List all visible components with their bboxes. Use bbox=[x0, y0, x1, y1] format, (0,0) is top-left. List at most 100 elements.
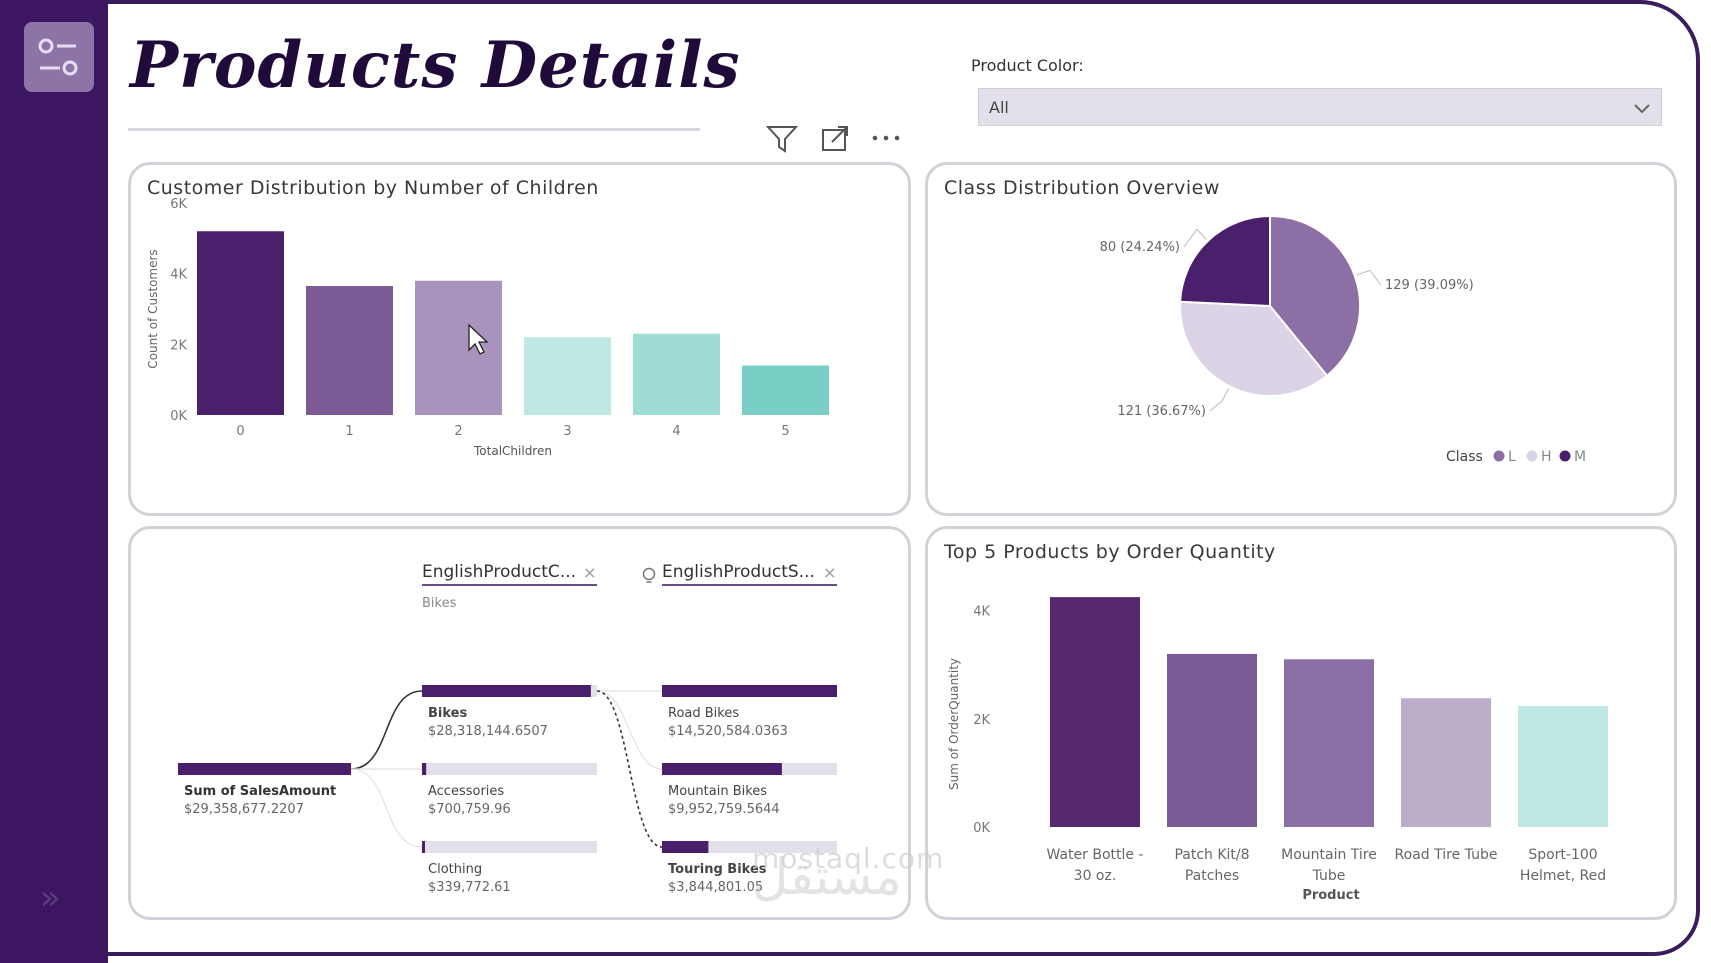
bar[interactable] bbox=[415, 280, 502, 415]
node-bar-track[interactable] bbox=[422, 841, 597, 853]
x-tick-label: 0 bbox=[236, 424, 244, 439]
node-bar-fill[interactable] bbox=[662, 841, 709, 853]
focus-mode-icon[interactable] bbox=[820, 124, 850, 154]
bar[interactable] bbox=[306, 286, 393, 415]
bar[interactable] bbox=[1284, 659, 1374, 827]
y-tick-label: 2K bbox=[170, 338, 187, 353]
level2-header[interactable]: EnglishProductS... bbox=[662, 562, 815, 582]
legend-label[interactable]: L bbox=[1508, 449, 1516, 465]
bar[interactable] bbox=[1401, 698, 1491, 827]
more-options-icon[interactable] bbox=[870, 126, 904, 150]
x-tick-label: Road Tire Tube bbox=[1395, 847, 1498, 863]
root-node-bar[interactable] bbox=[178, 763, 351, 775]
x-tick-label: Water Bottle - bbox=[1047, 847, 1144, 863]
lightbulb-icon bbox=[642, 567, 656, 583]
x-tick-label: Patches bbox=[1185, 868, 1239, 884]
node-value: $28,318,144.6507 bbox=[428, 724, 548, 739]
chart-title: Top 5 Products by Order Quantity bbox=[944, 541, 1276, 563]
data-label: 80 (24.24%) bbox=[1100, 240, 1180, 255]
bar[interactable] bbox=[1050, 597, 1140, 827]
x-tick-label: 30 oz. bbox=[1074, 868, 1117, 884]
root-node-value: $29,358,677.2207 bbox=[184, 802, 304, 817]
legend-marker[interactable] bbox=[1493, 450, 1505, 462]
node-value: $339,772.61 bbox=[428, 880, 511, 895]
x-tick-label: Tube bbox=[1312, 868, 1346, 884]
title-divider bbox=[128, 128, 700, 131]
top-products-bar-chart[interactable]: 0K 2K 4K Sum of OrderQuantity Water Bottle -… bbox=[928, 529, 1674, 917]
slicer-selected-value: All bbox=[989, 98, 1009, 117]
pie-slice[interactable] bbox=[1179, 300, 1329, 397]
watermark: mostaql.com bbox=[752, 842, 945, 875]
y-tick-label: 6K bbox=[170, 197, 187, 212]
top-products-chart-panel[interactable]: Top 5 Products by Order Quantity 0K 2K 4K S… bbox=[925, 526, 1677, 920]
x-tick-label: Sport-100 bbox=[1528, 847, 1597, 863]
root-node-label: Sum of SalesAmount bbox=[184, 784, 336, 799]
decomposition-tree[interactable]: EnglishProductC... × Bikes EnglishProduc… bbox=[131, 529, 908, 917]
report-logo[interactable] bbox=[24, 22, 94, 92]
node-value: $700,759.96 bbox=[428, 802, 511, 817]
bar[interactable] bbox=[1167, 653, 1257, 827]
y-tick-label: 0K bbox=[170, 409, 187, 424]
chevron-down-icon bbox=[1634, 104, 1650, 114]
x-tick-label: 3 bbox=[563, 424, 571, 439]
y-axis-label: Sum of OrderQuantity bbox=[947, 658, 961, 790]
x-tick-label: Mountain Tire bbox=[1281, 847, 1377, 863]
x-tick-label: Patch Kit/8 bbox=[1174, 847, 1249, 863]
children-bar-chart[interactable]: 0K 2K 4K 6K Count of Customers 0 1 2 3 4 5 TotalChi… bbox=[131, 165, 908, 513]
page-title: Products Details bbox=[130, 28, 741, 103]
chevron-right-icon[interactable]: » bbox=[40, 878, 61, 918]
level1-filter: Bikes bbox=[422, 596, 457, 611]
legend-title: Class bbox=[1446, 449, 1483, 465]
slicer-label: Product Color: bbox=[971, 56, 1084, 75]
x-tick-label: 2 bbox=[454, 424, 462, 439]
node-label: Bikes bbox=[428, 706, 467, 721]
node-bar-track[interactable] bbox=[422, 763, 597, 775]
tree-connector bbox=[596, 690, 663, 770]
bar[interactable] bbox=[742, 365, 829, 415]
children-chart-panel[interactable]: Customer Distribution by Number of Child… bbox=[128, 162, 911, 516]
chart-title: Customer Distribution by Number of Child… bbox=[147, 177, 599, 199]
legend-marker[interactable] bbox=[1559, 450, 1571, 462]
node-label: Accessories bbox=[428, 784, 504, 799]
filter-icon[interactable] bbox=[766, 124, 798, 154]
close-icon[interactable]: × bbox=[823, 563, 836, 582]
x-tick-label: Helmet, Red bbox=[1520, 868, 1606, 884]
level1-header[interactable]: EnglishProductC... bbox=[422, 562, 576, 582]
pie-slice[interactable] bbox=[1269, 214, 1361, 378]
node-bar-fill[interactable] bbox=[662, 685, 837, 697]
pie-slice[interactable] bbox=[1179, 214, 1271, 308]
bar[interactable] bbox=[524, 337, 611, 415]
tree-connector bbox=[350, 768, 423, 848]
node-bar-fill[interactable] bbox=[422, 841, 425, 853]
chart-title: Class Distribution Overview bbox=[944, 177, 1220, 199]
bar[interactable] bbox=[197, 231, 284, 415]
node-bar-fill[interactable] bbox=[422, 685, 591, 697]
legend-label[interactable]: H bbox=[1541, 449, 1552, 465]
sidebar: » bbox=[0, 0, 108, 963]
bar[interactable] bbox=[1518, 705, 1608, 827]
decomposition-tree-panel[interactable]: EnglishProductC... × Bikes EnglishProduc… bbox=[128, 526, 911, 920]
legend-marker[interactable] bbox=[1526, 450, 1538, 462]
y-tick-label: 2K bbox=[973, 713, 990, 728]
node-label: Mountain Bikes bbox=[668, 784, 767, 799]
x-tick-label: 5 bbox=[781, 424, 789, 439]
bar[interactable] bbox=[633, 333, 720, 415]
leader-line bbox=[1356, 269, 1382, 286]
x-axis-label: Product bbox=[1302, 888, 1359, 903]
product-color-dropdown[interactable]: All bbox=[978, 88, 1662, 126]
legend-label[interactable]: M bbox=[1574, 449, 1586, 465]
node-label: Clothing bbox=[428, 862, 482, 877]
node-bar-fill[interactable] bbox=[422, 763, 427, 775]
node-value: $9,952,759.5644 bbox=[668, 802, 780, 817]
node-bar-fill[interactable] bbox=[662, 763, 782, 775]
y-tick-label: 0K bbox=[973, 821, 990, 836]
node-label: Touring Bikes bbox=[668, 862, 767, 877]
class-pie-chart[interactable]: 129 (39.09%)121 (36.67%)80 (24.24%)Class… bbox=[928, 165, 1674, 513]
y-tick-label: 4K bbox=[973, 605, 990, 620]
data-label: 121 (36.67%) bbox=[1117, 404, 1206, 419]
leader-line bbox=[1209, 387, 1230, 412]
x-tick-label: 4 bbox=[672, 424, 680, 439]
class-chart-panel[interactable]: Class Distribution Overview 129 (39.09%)… bbox=[925, 162, 1677, 516]
node-value: $14,520,584.0363 bbox=[668, 724, 788, 739]
close-icon[interactable]: × bbox=[583, 563, 596, 582]
